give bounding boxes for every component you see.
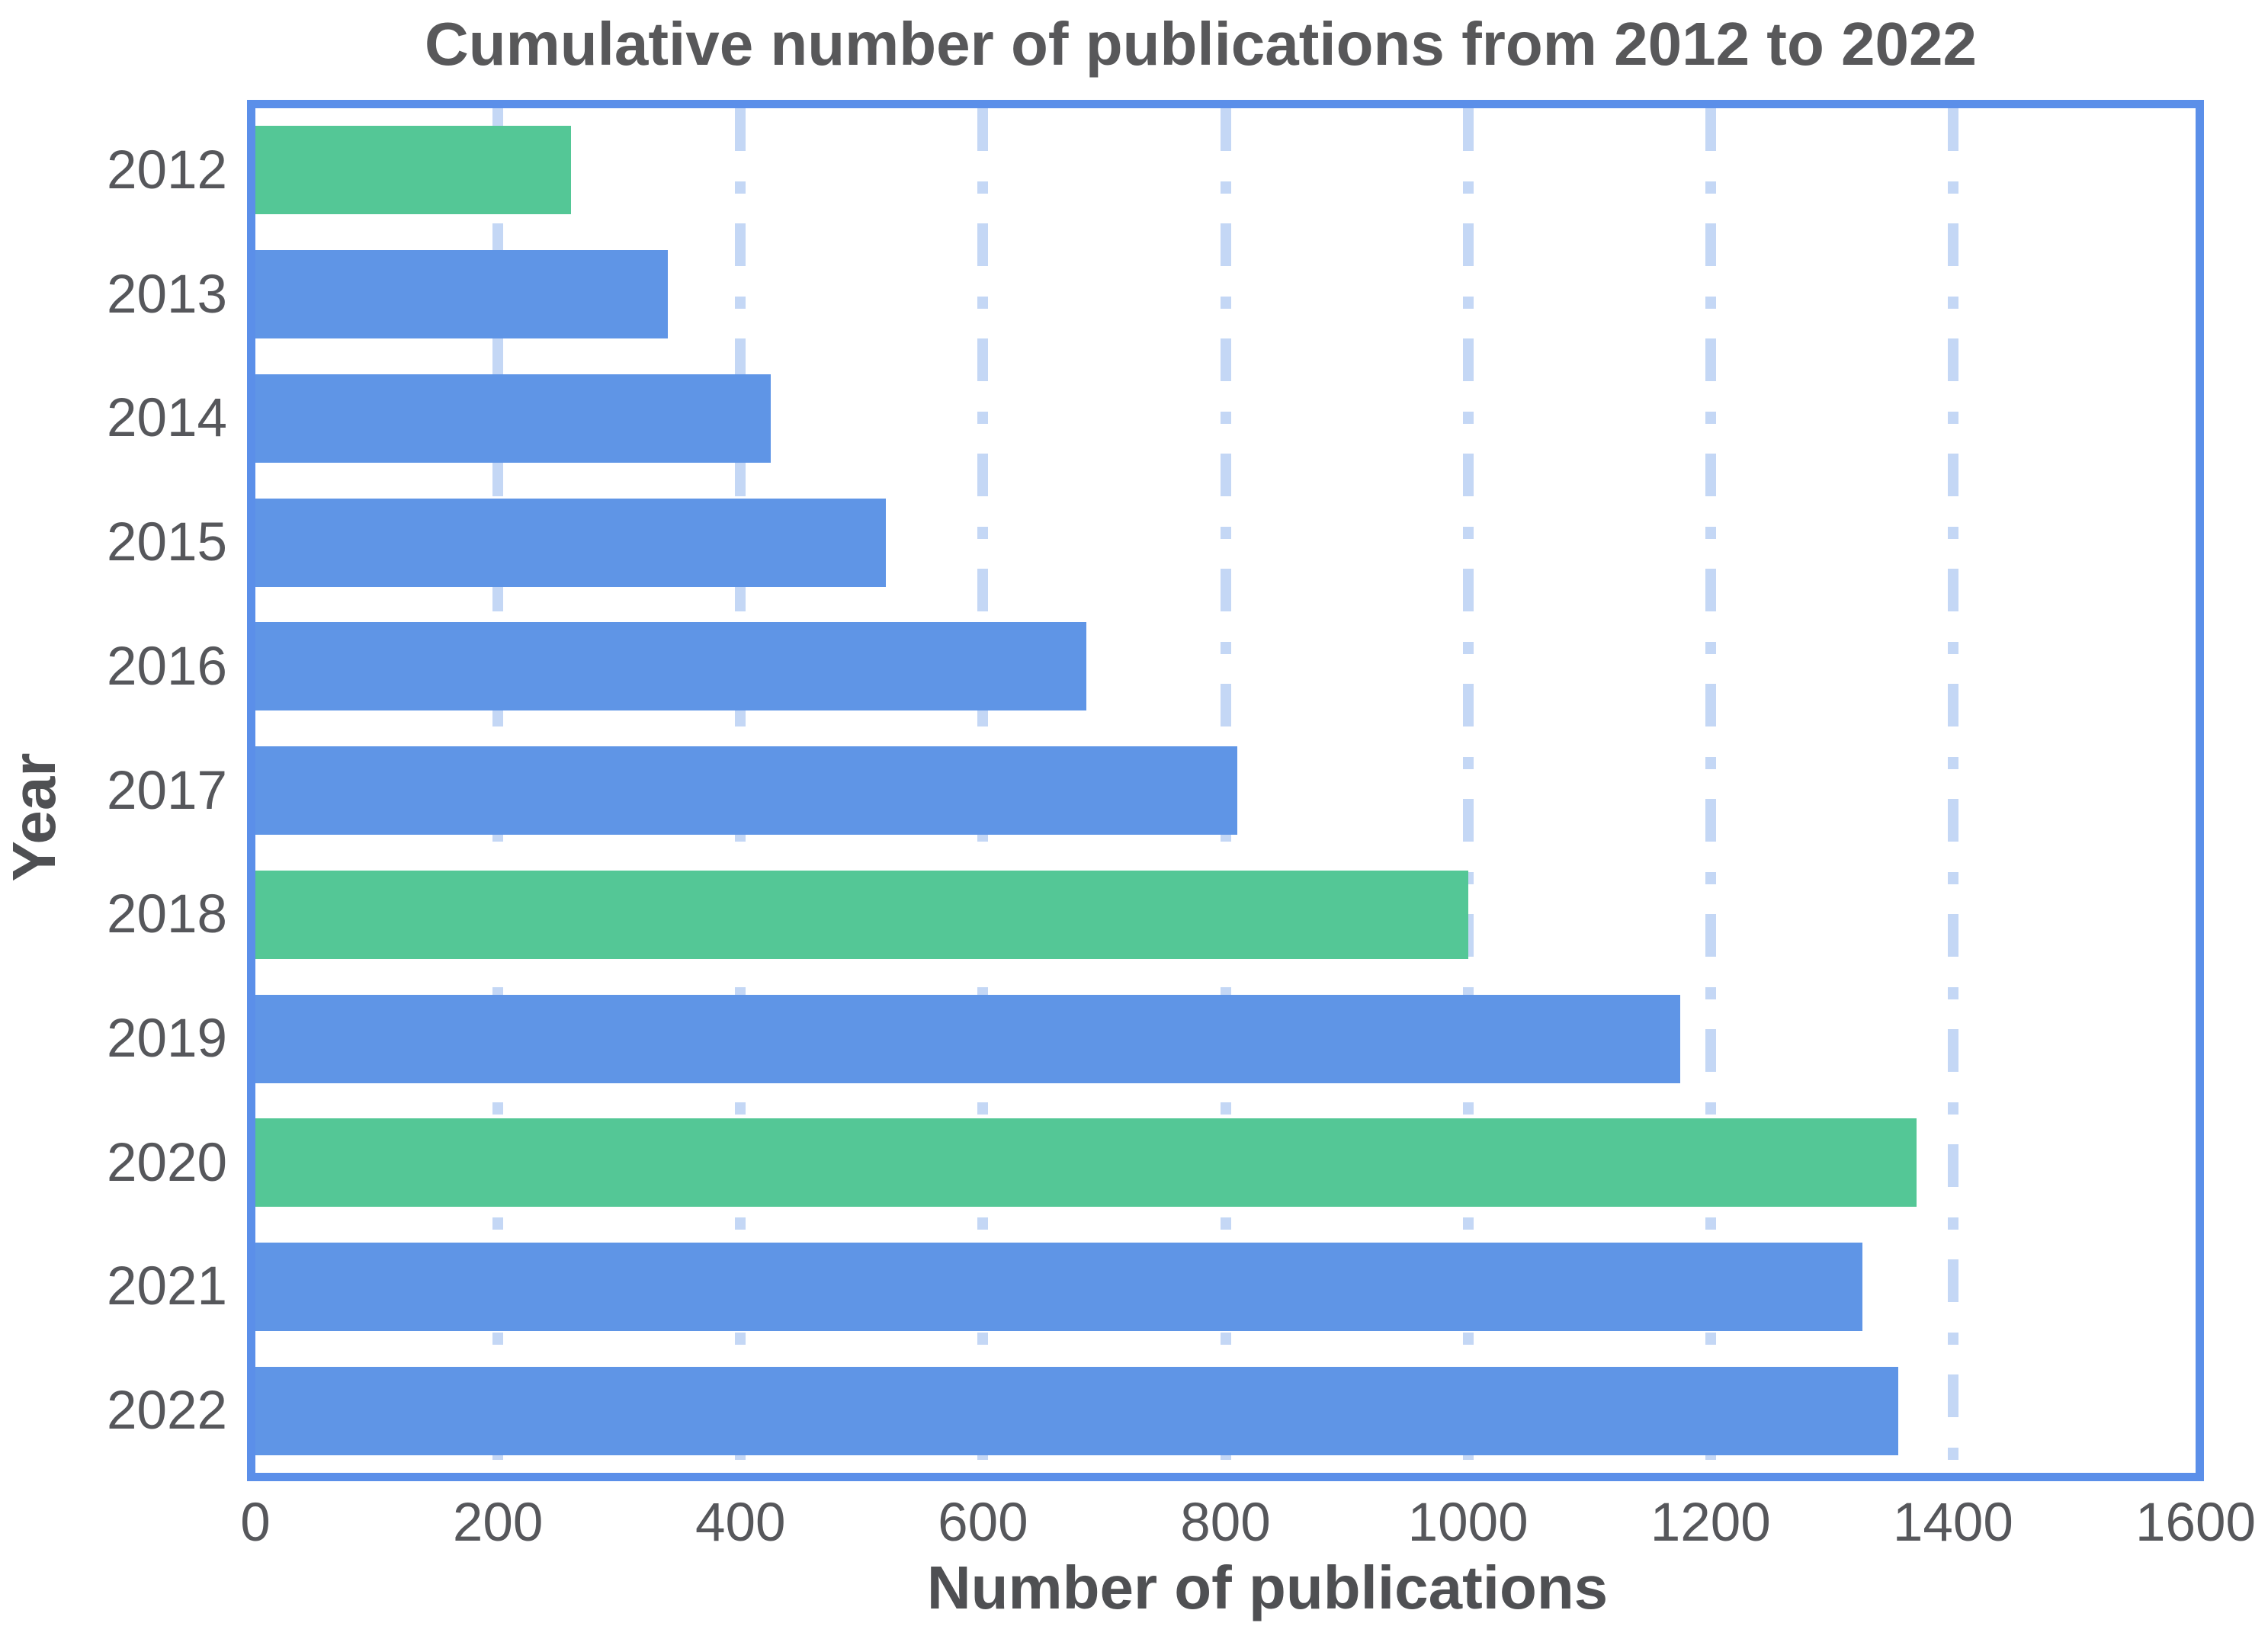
y-tick-label-2015: 2015: [107, 512, 227, 573]
bar-row-2015: [255, 480, 2196, 605]
y-tick-row-2019: 2019: [0, 977, 227, 1101]
bar-row-2020: [255, 1101, 2196, 1225]
x-tick-label-1600: 1600: [2135, 1493, 2256, 1553]
y-tick-row-2012: 2012: [0, 108, 227, 233]
y-tick-row-2021: 2021: [0, 1225, 227, 1349]
gridline-1400: [1947, 108, 1958, 1473]
x-tick-label-200: 200: [452, 1493, 544, 1553]
bar-2022: [255, 1366, 1899, 1455]
y-tick-label-2021: 2021: [107, 1256, 227, 1317]
x-tick-label-400: 400: [695, 1493, 786, 1553]
bar-2017: [255, 746, 1238, 836]
bar-row-2013: [255, 233, 2196, 357]
bar-row-2019: [255, 977, 2196, 1101]
y-tick-label-2022: 2022: [107, 1381, 227, 1442]
y-tick-row-2015: 2015: [0, 480, 227, 605]
bar-2013: [255, 250, 668, 339]
bar-row-2016: [255, 605, 2196, 729]
x-tick-label-600: 600: [938, 1493, 1028, 1553]
bar-2019: [255, 994, 1680, 1083]
x-tick-labels: 0 200 400 600 800 1000 1200 1400 1600: [240, 1493, 2256, 1554]
y-tick-row-2013: 2013: [0, 233, 227, 357]
y-tick-label-2019: 2019: [107, 1009, 227, 1069]
x-tick-label-1200: 1200: [1650, 1493, 1771, 1553]
y-tick-label-2020: 2020: [107, 1132, 227, 1193]
y-tick-row-2018: 2018: [0, 852, 227, 977]
y-tick-row-2017: 2017: [0, 729, 227, 853]
bars-area: [255, 108, 2196, 1473]
chart-title: Cumulative number of publications from 2…: [424, 10, 1977, 78]
y-tick-label-2017: 2017: [107, 760, 227, 821]
bar-2015: [255, 498, 887, 587]
bar-row-2012: [255, 108, 2196, 233]
y-tick-row-2014: 2014: [0, 356, 227, 480]
bar-2018: [255, 870, 1468, 959]
x-tick-label-1000: 1000: [1407, 1493, 1529, 1553]
y-tick-row-2022: 2022: [0, 1349, 227, 1473]
bar-row-2017: [255, 729, 2196, 853]
bar-row-2022: [255, 1349, 2196, 1473]
x-tick-label-0: 0: [240, 1493, 271, 1553]
bar-2021: [255, 1242, 1862, 1331]
y-tick-labels: 2012 2013 2014 2015 2016 2017 2018 2019 2020 2021…: [0, 108, 227, 1473]
plot-area: [247, 100, 2204, 1481]
y-tick-row-2020: 2020: [0, 1101, 227, 1225]
x-axis-title: Number of publications: [926, 1554, 1609, 1621]
bar-row-2014: [255, 356, 2196, 480]
y-tick-label-2018: 2018: [107, 884, 227, 945]
bar-2020: [255, 1118, 1917, 1208]
x-tick-label-1400: 1400: [1892, 1493, 2013, 1553]
bar-row-2018: [255, 852, 2196, 977]
y-tick-label-2016: 2016: [107, 636, 227, 697]
y-tick-row-2016: 2016: [0, 605, 227, 729]
bar-row-2021: [255, 1225, 2196, 1349]
y-tick-label-2014: 2014: [107, 388, 227, 449]
bar-2016: [255, 622, 1086, 711]
x-tick-label-800: 800: [1180, 1493, 1271, 1553]
bar-2014: [255, 374, 772, 463]
y-tick-label-2013: 2013: [107, 264, 227, 325]
bar-2012: [255, 126, 571, 215]
y-tick-label-2012: 2012: [107, 140, 227, 200]
